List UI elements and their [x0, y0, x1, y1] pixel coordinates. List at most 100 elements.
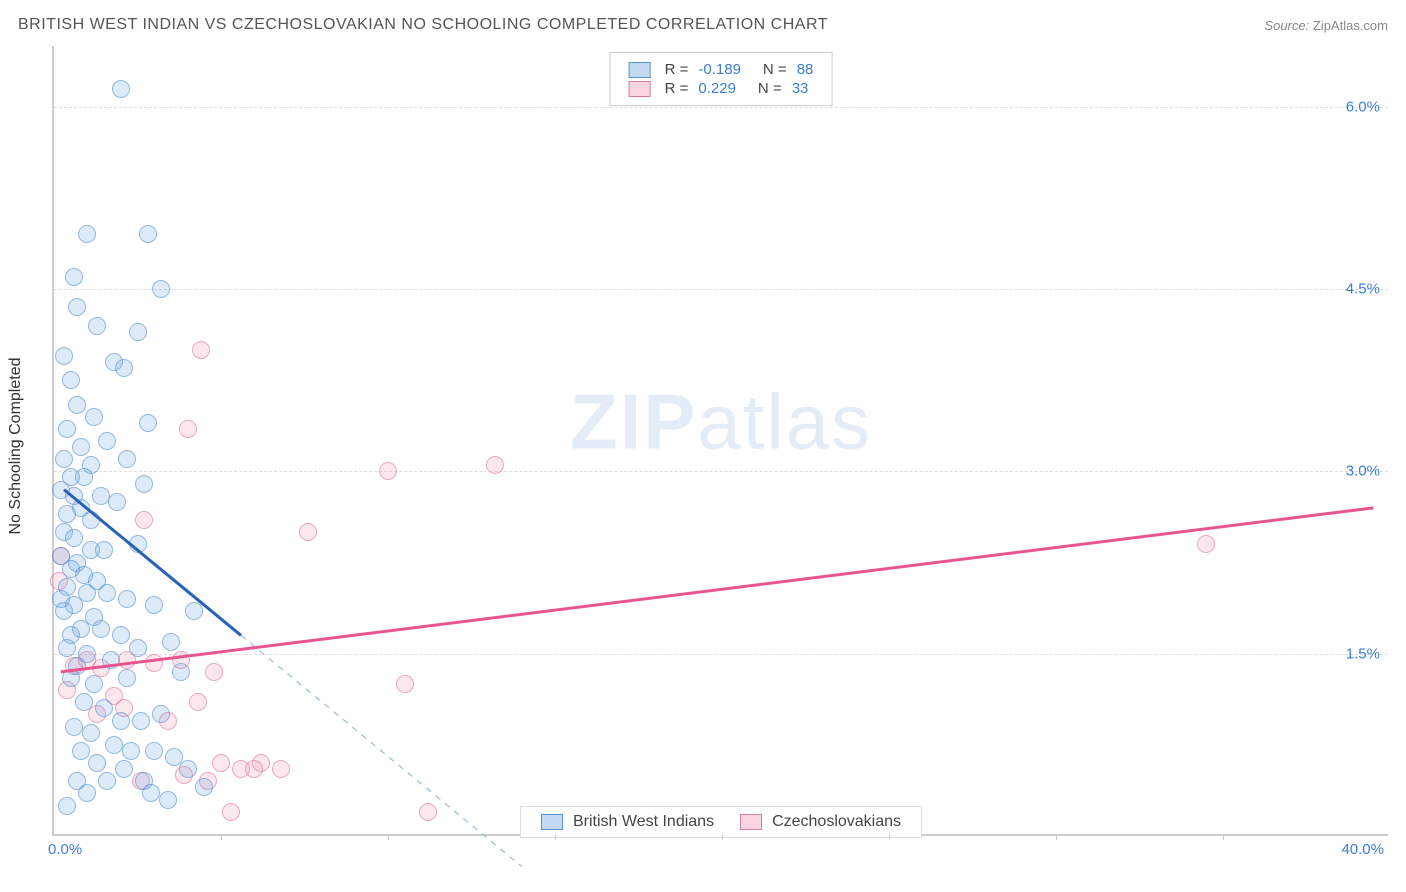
legend-stats: R = -0.189 N = 88 R = 0.229 N = 33	[610, 52, 833, 106]
scatter-point	[62, 669, 80, 687]
n-value-blue: 88	[797, 61, 814, 78]
n-value-pink: 33	[792, 80, 809, 97]
scatter-point	[72, 438, 90, 456]
r-value-pink: 0.229	[698, 80, 736, 97]
swatch-pink-icon	[629, 81, 651, 97]
scatter-point	[172, 663, 190, 681]
scatter-plot-area: ZIPatlas R = -0.189 N = 88 R = 0.229 N =…	[52, 46, 1388, 836]
scatter-point	[112, 80, 130, 98]
scatter-point	[139, 225, 157, 243]
scatter-point	[419, 803, 437, 821]
scatter-point	[98, 772, 116, 790]
scatter-point	[65, 529, 83, 547]
scatter-point	[142, 784, 160, 802]
legend-label-blue: British West Indians	[573, 813, 714, 831]
scatter-point	[299, 523, 317, 541]
scatter-point	[272, 760, 290, 778]
scatter-point	[95, 541, 113, 559]
scatter-point	[486, 456, 504, 474]
scatter-point	[92, 487, 110, 505]
source-credit: Source: ZipAtlas.com	[1264, 18, 1388, 33]
gridline	[54, 654, 1388, 655]
scatter-point	[179, 420, 197, 438]
scatter-point	[88, 317, 106, 335]
legend-item-pink: Czechoslovakians	[740, 813, 901, 831]
scatter-point	[65, 718, 83, 736]
swatch-blue-icon	[629, 62, 651, 78]
scatter-point	[1197, 535, 1215, 553]
ytick-label: 4.5%	[1346, 281, 1380, 298]
scatter-point	[118, 590, 136, 608]
scatter-point	[212, 754, 230, 772]
trendline	[241, 635, 522, 866]
scatter-point	[55, 450, 73, 468]
xtick-mark	[1056, 834, 1057, 840]
scatter-point	[95, 699, 113, 717]
r-label: R =	[665, 61, 689, 78]
scatter-point	[62, 371, 80, 389]
xtick-mark	[1223, 834, 1224, 840]
source-value: ZipAtlas.com	[1313, 18, 1388, 33]
xmin-label: 0.0%	[48, 841, 82, 858]
scatter-point	[88, 754, 106, 772]
scatter-point	[379, 462, 397, 480]
xtick-mark	[555, 834, 556, 840]
n-label: N =	[763, 61, 787, 78]
scatter-point	[112, 626, 130, 644]
scatter-point	[75, 693, 93, 711]
scatter-point	[112, 712, 130, 730]
scatter-point	[129, 639, 147, 657]
scatter-point	[159, 791, 177, 809]
source-label: Source:	[1264, 18, 1309, 33]
scatter-point	[222, 803, 240, 821]
scatter-point	[85, 675, 103, 693]
scatter-point	[58, 420, 76, 438]
scatter-point	[152, 280, 170, 298]
trendlines-svg	[54, 46, 1390, 836]
r-value-blue: -0.189	[698, 61, 741, 78]
xmax-label: 40.0%	[1341, 841, 1384, 858]
r-label: R =	[665, 80, 689, 97]
scatter-point	[65, 268, 83, 286]
scatter-point	[102, 651, 120, 669]
scatter-point	[105, 736, 123, 754]
scatter-point	[132, 712, 150, 730]
scatter-point	[92, 620, 110, 638]
scatter-point	[245, 760, 263, 778]
scatter-point	[68, 298, 86, 316]
xtick-mark	[722, 834, 723, 840]
xtick-mark	[388, 834, 389, 840]
scatter-point	[98, 584, 116, 602]
swatch-blue-icon	[541, 814, 563, 830]
scatter-point	[129, 535, 147, 553]
scatter-point	[72, 742, 90, 760]
legend-series: British West Indians Czechoslovakians	[520, 806, 922, 838]
watermark-text: ZIPatlas	[570, 376, 872, 467]
scatter-point	[185, 602, 203, 620]
scatter-point	[115, 359, 133, 377]
scatter-point	[55, 602, 73, 620]
scatter-point	[396, 675, 414, 693]
scatter-point	[129, 323, 147, 341]
scatter-point	[82, 724, 100, 742]
xtick-mark	[889, 834, 890, 840]
scatter-point	[139, 414, 157, 432]
scatter-point	[122, 742, 140, 760]
xtick-mark	[221, 834, 222, 840]
n-label: N =	[758, 80, 782, 97]
ytick-label: 1.5%	[1346, 645, 1380, 662]
swatch-pink-icon	[740, 814, 762, 830]
scatter-point	[118, 450, 136, 468]
scatter-point	[85, 408, 103, 426]
scatter-point	[118, 669, 136, 687]
scatter-point	[145, 742, 163, 760]
trendline	[61, 508, 1374, 672]
scatter-point	[189, 693, 207, 711]
scatter-point	[115, 760, 133, 778]
ytick-label: 3.0%	[1346, 463, 1380, 480]
scatter-point	[192, 341, 210, 359]
gridline	[54, 471, 1388, 472]
ytick-label: 6.0%	[1346, 98, 1380, 115]
scatter-point	[205, 663, 223, 681]
scatter-point	[145, 596, 163, 614]
